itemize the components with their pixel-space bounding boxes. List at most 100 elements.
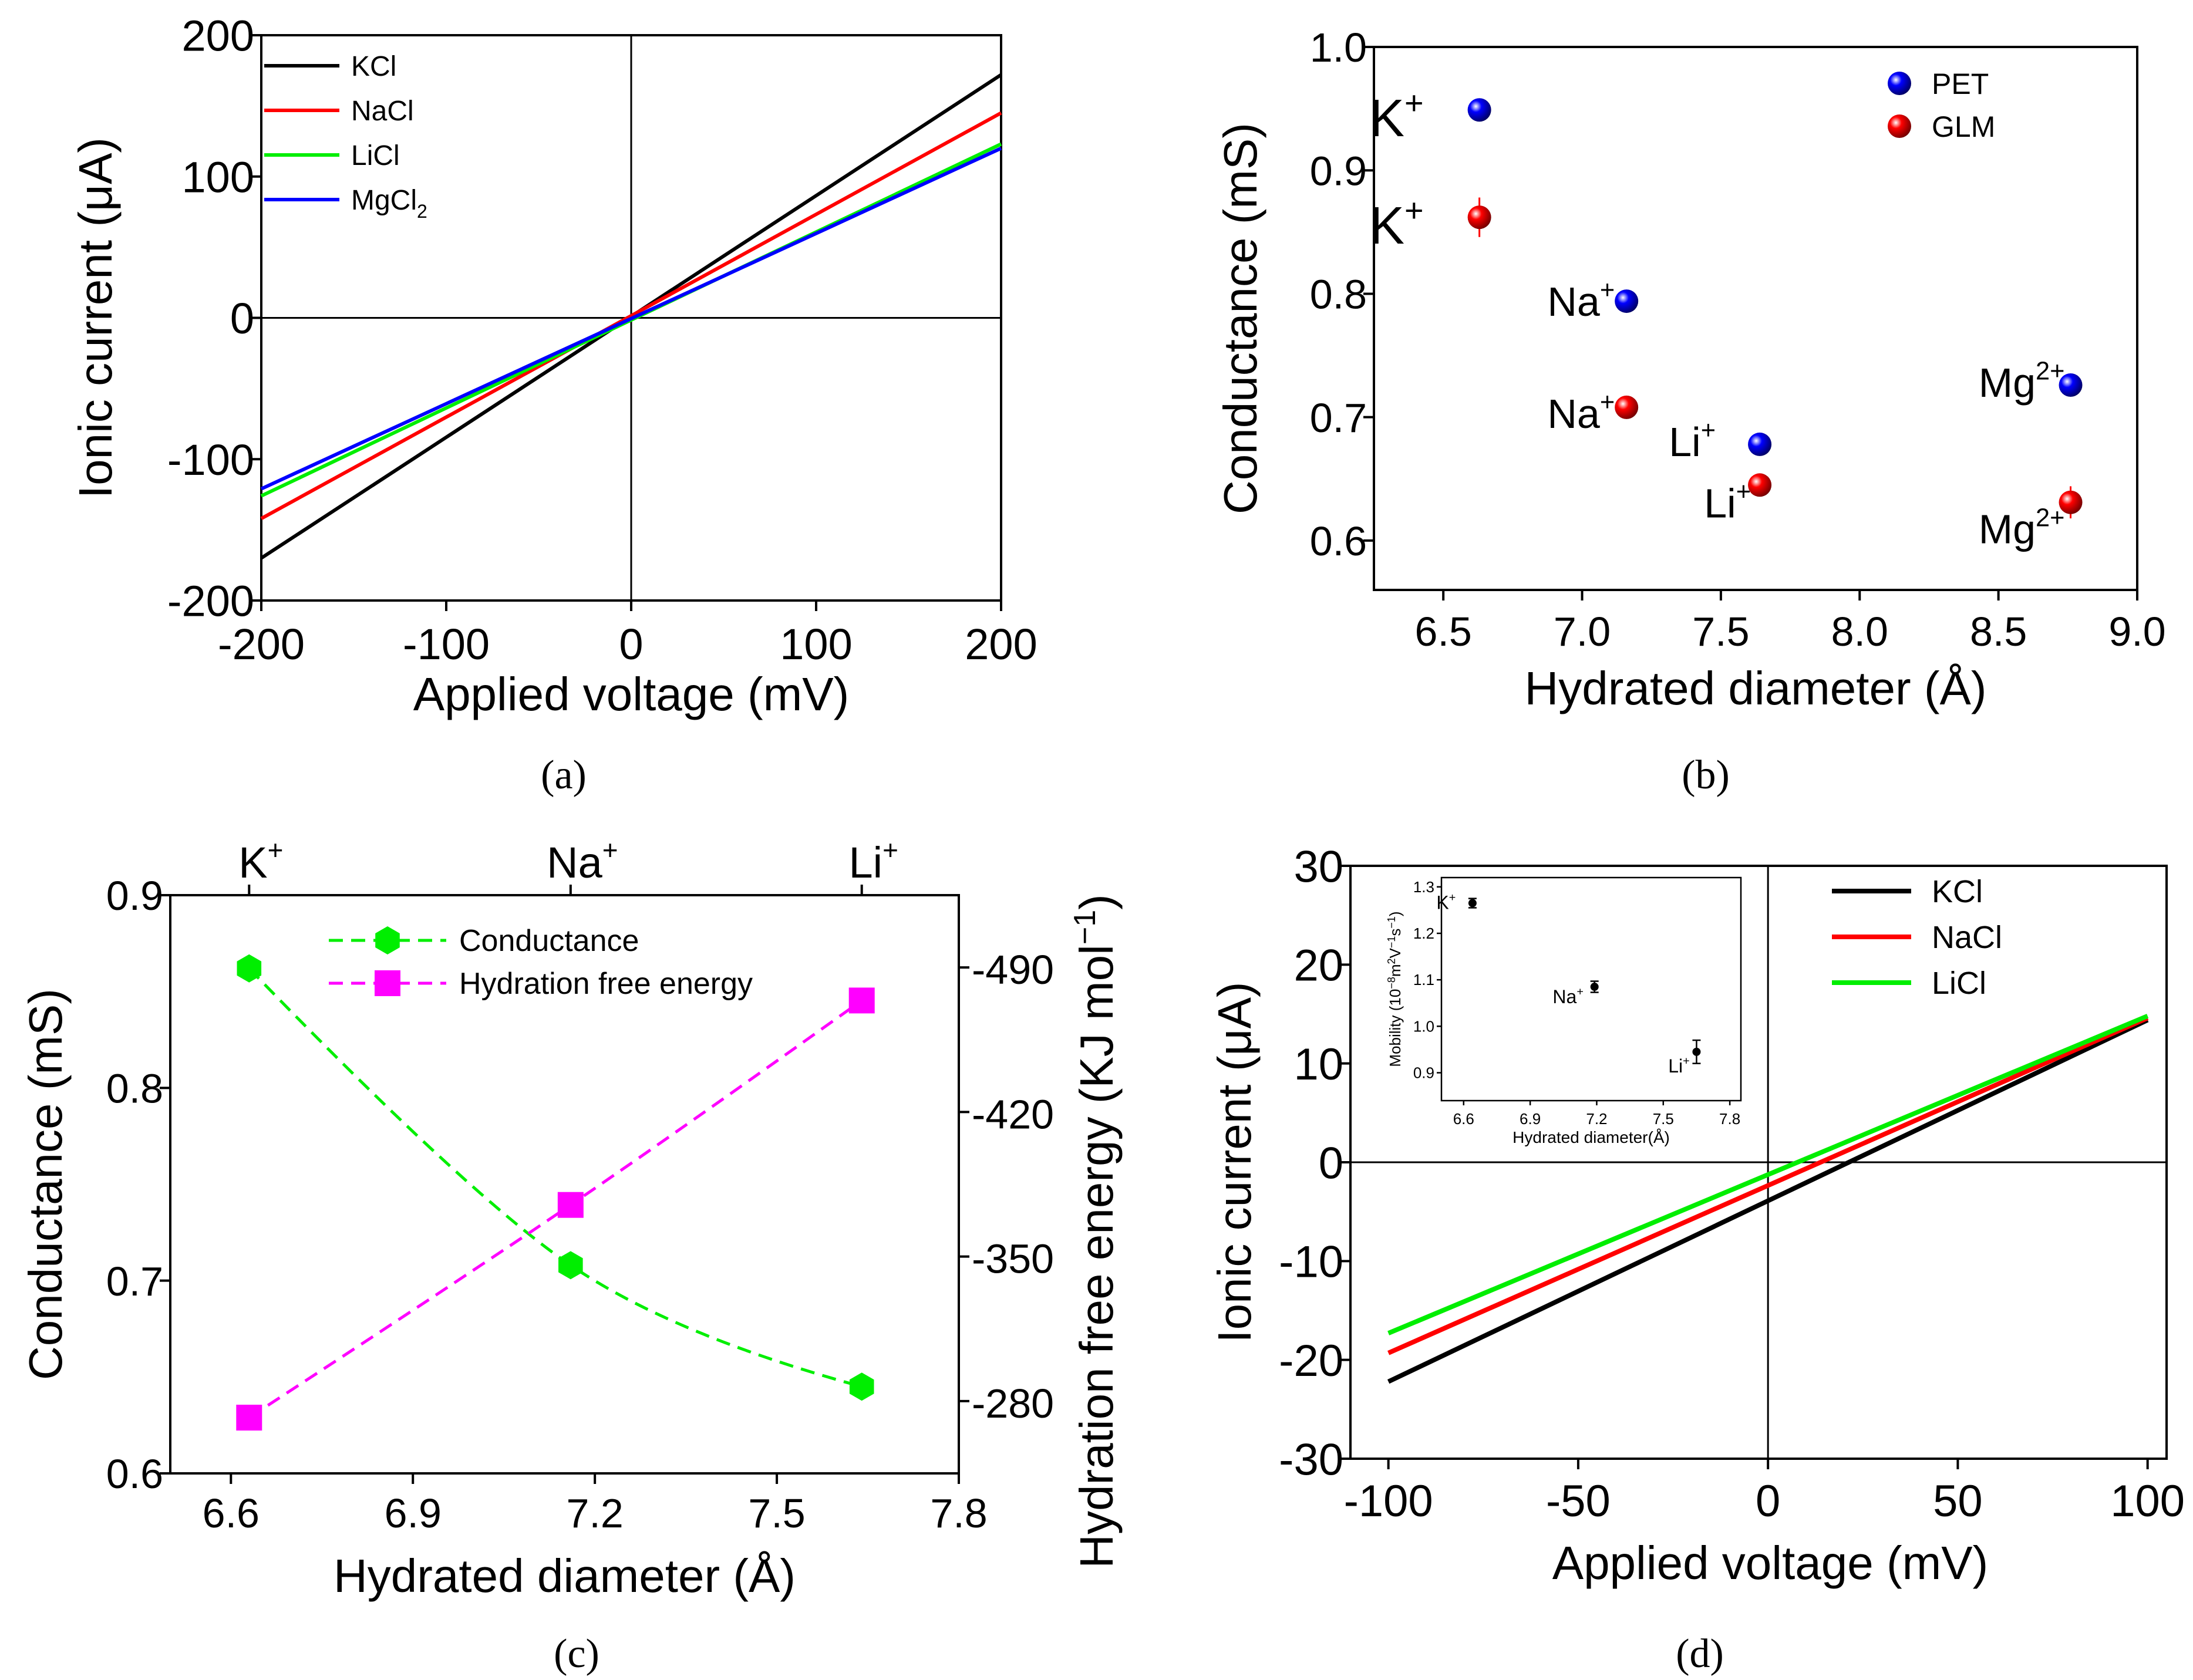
data-point-conductance (849, 1372, 874, 1401)
x-tick-label: 7.0 (1554, 609, 1611, 655)
series-line-conductance (248, 967, 863, 1388)
y-tick-label: 0.8 (1310, 272, 1367, 318)
y2-tick-label: -420 (972, 1091, 1054, 1137)
y-tick-label: 0.6 (1310, 518, 1367, 564)
y-tick-label: 30 (1293, 842, 1343, 892)
y2-axis-label: Hydration free energy (KJ mol−1) (1068, 894, 1123, 1568)
data-point-conductance (237, 954, 262, 983)
y-axis-label: Conductance (mS) (1214, 123, 1266, 514)
data-point-hydration (557, 1192, 584, 1218)
legend-label-kcl: KCl (1932, 874, 1983, 909)
x-tick-label: 6.6 (203, 1490, 260, 1536)
y-tick-label: 100 (182, 153, 254, 201)
legend-marker-conductance (375, 926, 400, 954)
y-axis-label: Ionic current (μA) (69, 137, 122, 498)
inset-background (1371, 875, 1756, 1139)
inset-data-point-li (1692, 1047, 1701, 1056)
caption-c: (c) (554, 1631, 599, 1676)
caption-d: (d) (1676, 1631, 1724, 1676)
y-tick-label: -10 (1279, 1237, 1343, 1287)
data-point-glm-mg (2059, 490, 2083, 514)
y-axis-label: Conductance (mS) (19, 989, 72, 1380)
x-tick-label: 7.8 (930, 1490, 987, 1536)
legend-label-mgcl2: MgCl2 (351, 185, 427, 222)
legend-label-licl: LiCl (351, 140, 400, 171)
inset-point-label-k: K+ (1436, 891, 1456, 913)
y-tick-label: 0.9 (106, 873, 163, 919)
series-line-mgcl2 (260, 146, 1002, 491)
y-tick-label: 0 (1319, 1138, 1343, 1188)
y-tick-label: 20 (1293, 941, 1343, 991)
panel-b: 6.5 7.0 7.5 8.0 8.5 9.0 0.6 0.7 0.8 0.9 1.0 Hydrate… (1214, 25, 2166, 714)
data-point-pet-k (1467, 98, 1491, 122)
inset-y-tick-label: 1.0 (1413, 1017, 1434, 1035)
data-point-pet-mg (2059, 373, 2083, 397)
plot-frame (1440, 876, 1742, 1102)
legend-marker-hydration (375, 970, 400, 996)
plot-frame (1373, 46, 2138, 591)
legend-label-nacl: NaCl (1932, 920, 2002, 955)
top-tick-label-na: Na+ (547, 835, 618, 887)
legend-label-glm: GLM (1932, 110, 1995, 143)
inset-y-tick-label: 1.3 (1413, 878, 1434, 896)
inset-x-tick-label: 6.9 (1520, 1110, 1541, 1128)
x-axis-label: Hydrated diameter (Å) (334, 1550, 796, 1602)
top-tick-label-li: Li+ (849, 835, 898, 887)
x-tick-label: 8.0 (1831, 609, 1888, 655)
y2-tick-label: -280 (972, 1381, 1054, 1426)
inset-x-axis-label: Hydrated diameter(Å) (1512, 1128, 1670, 1146)
point-label-glm-mg: Mg2+ (1979, 504, 2065, 552)
series-line-nacl (260, 111, 1002, 520)
series-line-nacl (1387, 1016, 2149, 1355)
x-tick-label: -50 (1546, 1476, 1611, 1526)
data-point-glm-li (1748, 473, 1772, 497)
data-point-pet-na (1615, 289, 1639, 313)
y-axis-label: Ionic current (μA) (1208, 981, 1261, 1342)
inset-x-tick-label: 7.2 (1586, 1110, 1607, 1128)
x-axis-label: Applied voltage (mV) (413, 668, 850, 720)
panel-a: -200 -100 0 100 200 -200 -100 0 100 200 Applied vo… (69, 12, 1037, 720)
series-line-kcl (1387, 1017, 2149, 1384)
data-point-pet-li (1748, 432, 1772, 456)
inset-point-label-na: Na+ (1552, 986, 1584, 1007)
x-tick-label: 100 (2110, 1476, 2185, 1526)
point-label-pet-mg: Mg2+ (1979, 357, 2065, 406)
inset-point-label-li: Li+ (1668, 1054, 1690, 1076)
x-tick-label: 8.5 (1970, 609, 2027, 655)
y-tick-label: -200 (167, 577, 254, 626)
y-tick-label: 0 (230, 294, 254, 343)
x-tick-label: -100 (403, 620, 490, 669)
y-tick-label: -30 (1279, 1435, 1343, 1485)
x-tick-label: 6.5 (1415, 609, 1472, 655)
legend-label-pet: PET (1932, 68, 1989, 100)
x-tick-label: 50 (1933, 1476, 1983, 1526)
y-tick-label: 0.7 (1310, 395, 1367, 441)
x-tick-label: -100 (1344, 1476, 1433, 1526)
caption-a: (a) (541, 753, 587, 798)
point-label-glm-na: Na+ (1547, 388, 1615, 436)
data-point-glm-k (1467, 205, 1491, 230)
y-tick-label: 0.9 (1310, 148, 1367, 194)
inset-y-tick-label: 1.1 (1413, 971, 1434, 989)
x-tick-label: 6.9 (385, 1490, 442, 1536)
series-line-hydration (248, 999, 863, 1419)
inset-y-tick-label: 1.2 (1413, 925, 1434, 942)
x-tick-label: 9.0 (2108, 609, 2165, 655)
x-tick-label: 200 (965, 620, 1037, 669)
legend-label-conductance: Conductance (459, 924, 639, 958)
y-tick-label: 0.8 (106, 1066, 163, 1112)
y-tick-label: -100 (167, 436, 254, 484)
inset-y-tick-label: 0.9 (1413, 1064, 1434, 1082)
panel-c: 6.6 6.9 7.2 7.5 7.8 0.6 0.7 0.8 0.9 -280 -350 -420 -… (19, 835, 1123, 1602)
point-label-pet-li: Li+ (1669, 417, 1716, 465)
x-tick-label: 0 (1756, 1476, 1780, 1526)
legend-marker-glm (1888, 114, 1911, 138)
data-point-hydration (236, 1405, 262, 1431)
data-point-glm-na (1615, 395, 1639, 419)
y-tick-label: 200 (182, 12, 254, 60)
plot-frame (169, 894, 960, 1475)
inset-y-axis-label: Mobility (10−8m2V−1s−1) (1386, 911, 1404, 1067)
x-tick-label: 7.5 (748, 1490, 805, 1536)
x-tick-label: -200 (218, 620, 305, 669)
